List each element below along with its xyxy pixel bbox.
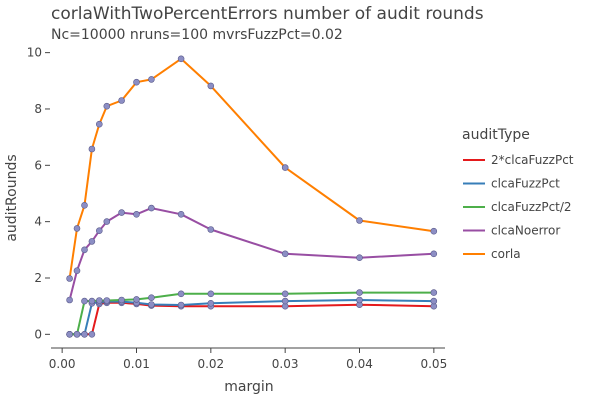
x-axis-label: margin (224, 379, 273, 395)
y-axis-label: auditRounds (4, 154, 20, 241)
data-point (73, 267, 81, 275)
data-point (148, 76, 155, 83)
y-tick-label: 8 (34, 102, 42, 116)
data-point (81, 202, 88, 209)
y-tick-label: 4 (34, 215, 42, 229)
series-2 (66, 289, 438, 338)
data-point (133, 296, 140, 303)
data-point (66, 330, 73, 338)
data-point (148, 301, 155, 308)
data-point (356, 254, 363, 262)
legend-label: clcaFuzzPct (491, 177, 560, 191)
legend-label: clcaNoerror (491, 224, 560, 238)
data-point (281, 290, 289, 298)
series-layer (66, 55, 438, 338)
legend-label: 2*clcaFuzzPct (491, 153, 574, 167)
data-point (96, 227, 103, 234)
legend-item: clcaFuzzPct (463, 177, 560, 191)
x-tick-label: 0.02 (197, 357, 224, 371)
chart-subtitle: Nc=10000 nruns=100 mvrsFuzzPct=0.02 (51, 27, 343, 43)
data-point (103, 297, 111, 304)
y-tick-label: 6 (34, 158, 42, 172)
data-point (207, 82, 215, 90)
legend-label: corla (491, 247, 521, 261)
y-tick-label: 2 (34, 271, 42, 285)
data-point (103, 218, 111, 225)
data-point (88, 297, 96, 305)
series-0 (66, 299, 438, 338)
data-point (96, 120, 103, 128)
axes: 0.00 0.01 0.02 0.03 0.04 0.05 0 2 4 6 8 10 (27, 46, 447, 371)
data-point (281, 164, 289, 171)
data-point (88, 238, 96, 245)
data-point (81, 297, 88, 305)
data-point (81, 246, 88, 254)
data-point (430, 289, 438, 296)
data-point (281, 250, 289, 258)
data-point (118, 209, 125, 216)
data-point (66, 296, 73, 304)
data-point (88, 145, 96, 153)
series-line (68, 207, 434, 301)
data-point (430, 250, 438, 258)
data-point (133, 78, 140, 86)
y-tick-label: 0 (34, 327, 42, 341)
data-point (103, 102, 111, 110)
legend-item: clcaNoerror (463, 224, 560, 238)
legend-item: clcaFuzzPct/2 (463, 200, 572, 214)
x-tick-label: 0.05 (420, 357, 447, 371)
series-4 (66, 55, 438, 282)
data-point (281, 297, 289, 305)
data-point (177, 55, 185, 63)
series-line (68, 57, 434, 279)
data-point (177, 211, 185, 218)
data-point (356, 289, 363, 296)
x-tick-label: 0.04 (346, 357, 373, 371)
data-point (356, 217, 363, 224)
data-point (207, 226, 215, 233)
data-point (356, 296, 363, 304)
chart-title: corlaWithTwoPercentErrors number of audi… (51, 4, 484, 24)
x-tick-label: 0.01 (123, 357, 150, 371)
data-point (81, 330, 88, 338)
data-point (73, 225, 81, 232)
data-point (66, 275, 73, 282)
data-point (177, 301, 185, 309)
legend-label: clcaFuzzPct/2 (491, 200, 572, 214)
x-tick-label: 0.00 (49, 357, 76, 371)
series-3 (66, 204, 438, 304)
data-point (118, 296, 125, 304)
legend-item: corla (463, 247, 521, 261)
data-point (118, 97, 125, 104)
data-point (88, 330, 96, 338)
legend-title: auditType (462, 127, 530, 143)
legend-item: 2*clcaFuzzPct (463, 153, 574, 167)
legend: 2*clcaFuzzPct clcaFuzzPct clcaFuzzPct/2 clc… (463, 153, 574, 261)
x-tick-label: 0.03 (272, 357, 299, 371)
series-line (69, 299, 434, 336)
y-tick-label: 10 (27, 46, 42, 60)
data-point (148, 294, 155, 302)
data-point (207, 290, 215, 298)
data-point (133, 211, 140, 218)
series-line (69, 301, 434, 336)
data-point (430, 227, 438, 235)
data-point (96, 297, 103, 304)
data-point (73, 330, 81, 338)
data-point (430, 297, 438, 305)
data-point (207, 299, 215, 307)
data-point (148, 204, 155, 212)
data-point (177, 290, 185, 298)
